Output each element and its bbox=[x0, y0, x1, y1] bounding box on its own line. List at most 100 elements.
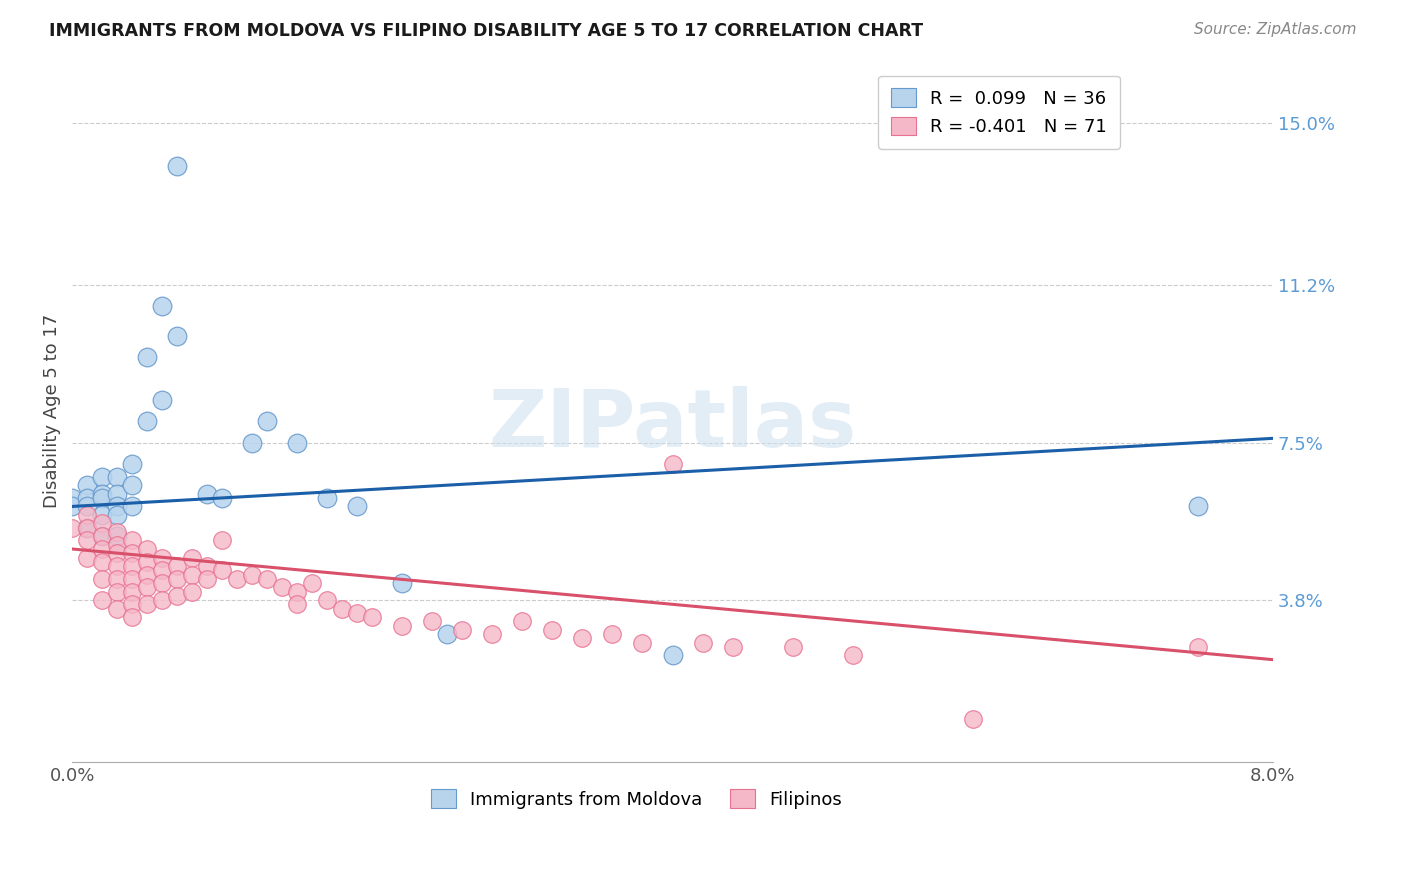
Text: IMMIGRANTS FROM MOLDOVA VS FILIPINO DISABILITY AGE 5 TO 17 CORRELATION CHART: IMMIGRANTS FROM MOLDOVA VS FILIPINO DISA… bbox=[49, 22, 924, 40]
Point bbox=[76, 550, 98, 565]
Point bbox=[105, 529, 128, 543]
Point bbox=[346, 606, 368, 620]
Point bbox=[105, 524, 128, 539]
Point bbox=[60, 491, 83, 505]
Point bbox=[481, 627, 503, 641]
Text: Source: ZipAtlas.com: Source: ZipAtlas.com bbox=[1194, 22, 1357, 37]
Point bbox=[346, 500, 368, 514]
Y-axis label: Disability Age 5 to 17: Disability Age 5 to 17 bbox=[44, 314, 60, 508]
Point bbox=[841, 648, 863, 663]
Point bbox=[166, 329, 188, 343]
Point bbox=[631, 635, 654, 649]
Point bbox=[391, 618, 413, 632]
Point bbox=[285, 597, 308, 611]
Point bbox=[195, 572, 218, 586]
Point bbox=[692, 635, 714, 649]
Point bbox=[121, 572, 143, 586]
Point bbox=[166, 589, 188, 603]
Point bbox=[571, 632, 593, 646]
Point bbox=[136, 567, 159, 582]
Point bbox=[361, 610, 384, 624]
Point bbox=[91, 593, 114, 607]
Point bbox=[150, 300, 173, 314]
Point bbox=[181, 567, 204, 582]
Point bbox=[285, 435, 308, 450]
Point bbox=[121, 597, 143, 611]
Point bbox=[195, 486, 218, 500]
Point bbox=[105, 584, 128, 599]
Point bbox=[316, 491, 339, 505]
Point bbox=[166, 559, 188, 574]
Point bbox=[150, 576, 173, 591]
Point bbox=[76, 533, 98, 548]
Point bbox=[136, 541, 159, 556]
Point bbox=[121, 559, 143, 574]
Point bbox=[661, 648, 683, 663]
Point bbox=[121, 610, 143, 624]
Point bbox=[256, 572, 278, 586]
Point bbox=[91, 491, 114, 505]
Legend: Immigrants from Moldova, Filipinos: Immigrants from Moldova, Filipinos bbox=[423, 782, 849, 816]
Point bbox=[105, 572, 128, 586]
Point bbox=[60, 521, 83, 535]
Point bbox=[76, 521, 98, 535]
Point bbox=[541, 623, 564, 637]
Point bbox=[105, 508, 128, 522]
Point bbox=[422, 615, 444, 629]
Point bbox=[91, 529, 114, 543]
Point bbox=[136, 414, 159, 428]
Point bbox=[391, 576, 413, 591]
Point bbox=[76, 521, 98, 535]
Point bbox=[121, 533, 143, 548]
Point bbox=[91, 555, 114, 569]
Point bbox=[150, 550, 173, 565]
Point bbox=[91, 572, 114, 586]
Point bbox=[91, 486, 114, 500]
Point bbox=[211, 563, 233, 577]
Point bbox=[91, 541, 114, 556]
Point bbox=[211, 533, 233, 548]
Point bbox=[195, 559, 218, 574]
Point bbox=[226, 572, 249, 586]
Point bbox=[105, 546, 128, 560]
Point bbox=[136, 555, 159, 569]
Point bbox=[256, 414, 278, 428]
Point bbox=[150, 392, 173, 407]
Point bbox=[121, 478, 143, 492]
Point bbox=[451, 623, 474, 637]
Point bbox=[240, 435, 263, 450]
Point bbox=[91, 469, 114, 483]
Point bbox=[436, 627, 458, 641]
Point bbox=[166, 572, 188, 586]
Point bbox=[602, 627, 624, 641]
Point bbox=[105, 601, 128, 615]
Point bbox=[91, 529, 114, 543]
Point bbox=[240, 567, 263, 582]
Point bbox=[105, 500, 128, 514]
Point bbox=[1187, 500, 1209, 514]
Point bbox=[136, 597, 159, 611]
Point bbox=[661, 457, 683, 471]
Point bbox=[271, 580, 294, 594]
Point bbox=[136, 580, 159, 594]
Point bbox=[60, 500, 83, 514]
Point bbox=[91, 516, 114, 531]
Text: ZIPatlas: ZIPatlas bbox=[488, 385, 856, 464]
Point bbox=[721, 640, 744, 654]
Point bbox=[316, 593, 339, 607]
Point bbox=[150, 593, 173, 607]
Point bbox=[782, 640, 804, 654]
Point bbox=[105, 538, 128, 552]
Point bbox=[330, 601, 353, 615]
Point bbox=[181, 584, 204, 599]
Point bbox=[512, 615, 534, 629]
Point bbox=[76, 478, 98, 492]
Point bbox=[136, 351, 159, 365]
Point bbox=[76, 500, 98, 514]
Point bbox=[211, 491, 233, 505]
Point bbox=[76, 508, 98, 522]
Point bbox=[121, 546, 143, 560]
Point bbox=[1187, 640, 1209, 654]
Point bbox=[181, 550, 204, 565]
Point bbox=[105, 559, 128, 574]
